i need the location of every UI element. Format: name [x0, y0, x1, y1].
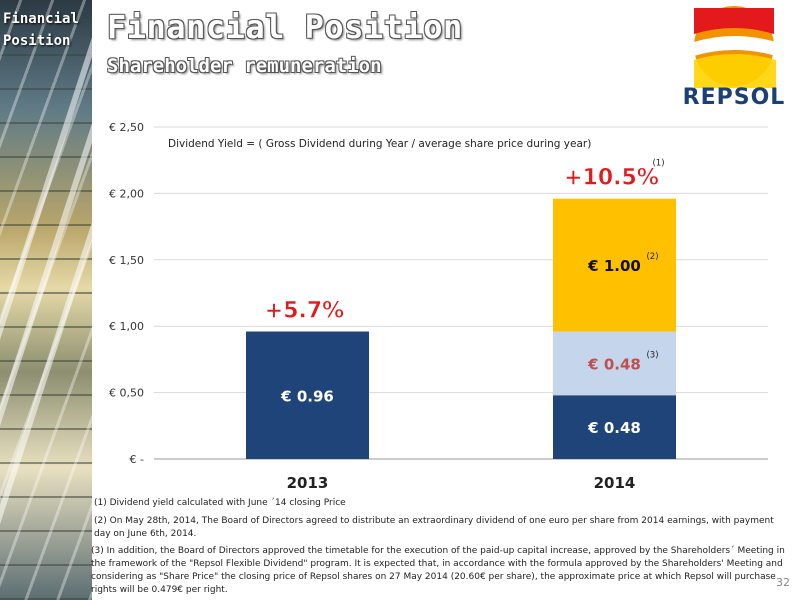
footnote-2: (2) On May 28th, 2014, The Board of Dire…	[94, 516, 774, 539]
bar-value-label: € 0.48	[587, 419, 641, 437]
side-title-line-2: Position	[3, 33, 71, 49]
repsol-wordmark: REPSOL	[683, 85, 786, 108]
bar-segment	[246, 331, 369, 459]
y-tick-label: € 0,50	[109, 387, 144, 400]
footnote-marker: (2)	[646, 252, 658, 262]
y-tick-label: € -	[130, 453, 144, 466]
page-title: Financial Position	[107, 8, 463, 46]
page-number: 32	[776, 576, 790, 589]
yield-formula-annotation: Dividend Yield = ( Gross Dividend during…	[168, 138, 591, 150]
yield-growth-label: +10.5%	[564, 166, 659, 191]
bar-segment	[553, 198, 676, 332]
footnote-3: (3) In addition, the Board of Directors …	[91, 546, 785, 595]
bar-segment	[553, 395, 676, 459]
x-category-label: 2014	[594, 474, 636, 492]
bar-segment	[553, 331, 676, 396]
side-title: Financial Position	[3, 8, 79, 52]
side-building-photo	[0, 0, 92, 600]
y-tick-label: € 1,50	[109, 254, 144, 267]
bar-value-label: € 1.00	[587, 257, 641, 275]
x-category-label: 2013	[287, 474, 329, 492]
yield-growth-label: +5.7%	[265, 299, 344, 324]
footnote-marker: (1)	[652, 159, 664, 169]
page-subtitle: Shareholder remuneration	[107, 55, 382, 77]
y-tick-label: € 1,00	[109, 320, 144, 333]
bar-value-label: € 0.96	[280, 387, 334, 405]
y-tick-label: € 2,50	[109, 121, 144, 134]
repsol-logo: REPSOL	[683, 6, 786, 108]
dividend-chart: € - € 0,50 € 1,00 € 1,50 € 2,00 € 2,50 Dividen…	[109, 121, 768, 492]
y-tick-label: € 2,00	[109, 187, 144, 200]
side-title-line-1: Financial	[3, 11, 79, 27]
footnote-marker: (3)	[646, 350, 658, 360]
footnote-1: (1) Dividend yield calculated with June …	[94, 498, 346, 508]
bar-value-label: € 0.48	[587, 355, 641, 373]
repsol-sun-icon	[694, 6, 776, 88]
